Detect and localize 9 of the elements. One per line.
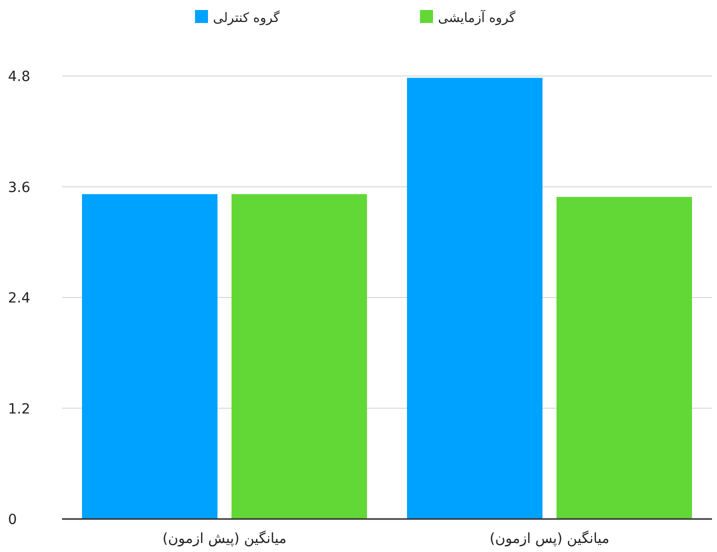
y-tick-label: 1.2	[8, 401, 30, 418]
y-tick-label: 4.8	[8, 69, 30, 85]
legend-label: گروه آزمایشی	[438, 9, 516, 26]
x-tick-label: میانگین (پس ازمون)	[490, 530, 610, 547]
y-tick-label: 2.4	[8, 290, 30, 306]
x-tick-label: میانگین (پیش ازمون)	[162, 530, 286, 547]
legend-label: گروه کنترلی	[213, 10, 280, 26]
y-tick-label: 3.6	[8, 180, 30, 196]
y-tick-label: 0	[8, 512, 17, 528]
